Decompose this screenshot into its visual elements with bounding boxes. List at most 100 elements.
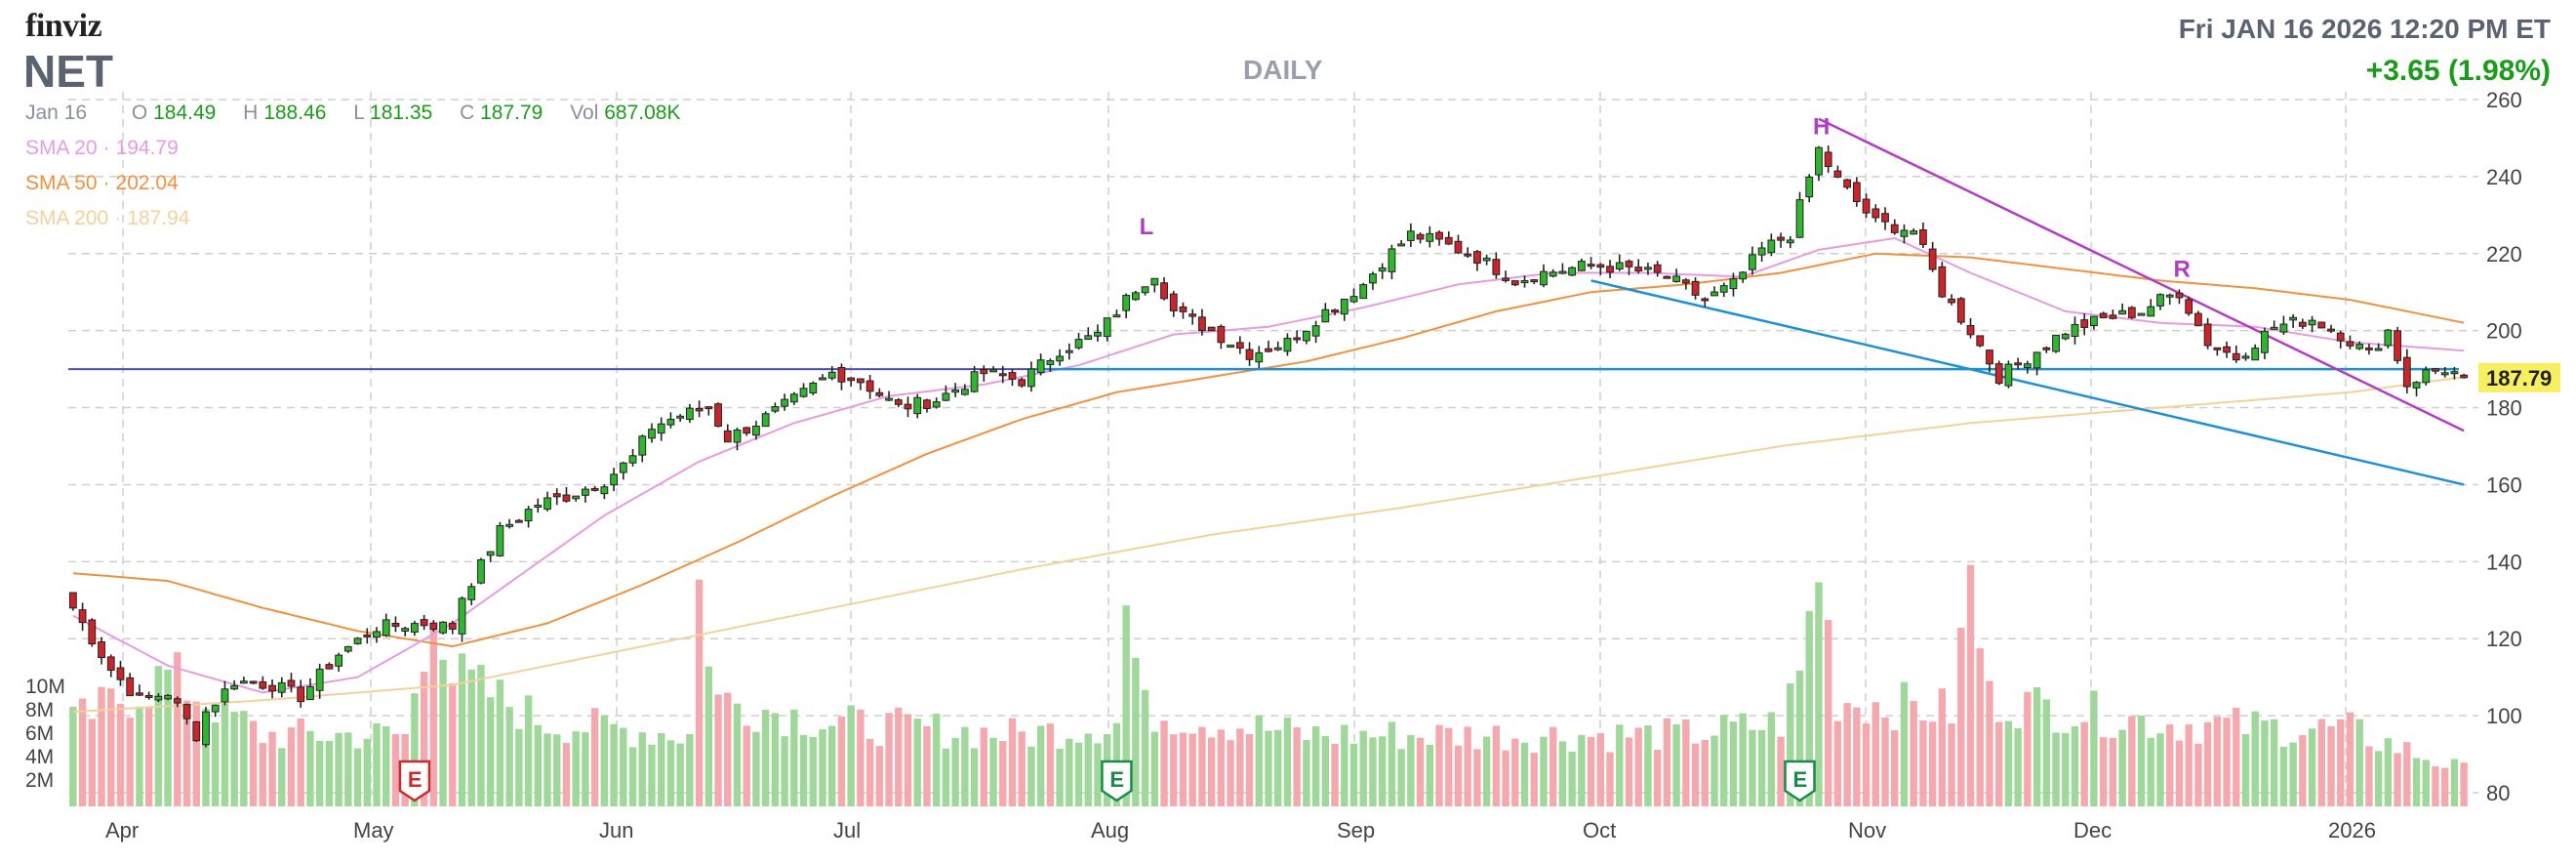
moving-averages [72,236,2465,714]
volume-bar [2327,725,2335,806]
candle-body [1160,282,1168,300]
candle-body [1729,278,1738,290]
volume-bar [2394,753,2401,806]
candle-body [781,398,789,407]
volume-bar [572,731,580,806]
volume-bar [1853,707,1861,806]
volume-bar [278,748,286,806]
earnings-label: E [1109,767,1124,792]
candle-body [486,551,495,556]
candle-body [1426,232,1434,242]
volume-bar [515,728,523,806]
candle-body [1492,259,1501,275]
volume-bar [1464,726,1471,806]
volume-bar [2450,759,2459,806]
candle-body [1795,199,1804,238]
sma50-legend[interactable]: SMA 50 · 202.04 [25,172,179,194]
candle-body [695,407,704,412]
volume-bar [2317,719,2325,806]
high-value: 188.46 [263,102,327,124]
volume-bar [467,669,475,806]
volume-bar [1653,750,1662,806]
volume-bar [913,719,921,806]
candle-body [467,586,476,600]
x-tick-label: Sep [1337,818,1375,842]
close-value: 187.79 [480,102,543,124]
volume-bar [771,713,780,806]
finviz-logo[interactable]: finviz [25,8,102,44]
candle-body [2289,316,2298,321]
low-value: 181.35 [370,102,433,124]
candle-body [1805,176,1814,198]
earnings-marker[interactable]: E [398,760,431,802]
volume-bar [88,719,97,806]
volume-bar [2365,746,2373,806]
volume-tick-label: 4M [25,746,54,768]
candle-body [582,488,589,496]
candle-body [789,393,798,403]
volume-bar [382,725,390,806]
candle-body [2071,323,2079,338]
candle-body [1331,309,1339,313]
candle-body [1577,261,1586,271]
volume-bar [942,748,950,806]
volume-bar [1616,724,1624,806]
volume-bar [420,672,428,806]
y-tick-label: 260 [2486,88,2522,112]
candle-body [1919,228,1927,245]
volume-bar [1179,732,1187,806]
volume-bar [373,722,381,806]
grid [68,92,2478,806]
volume-bar [2251,711,2259,806]
candle-body [439,621,447,634]
timeframe-label[interactable]: DAILY [1243,55,1323,85]
sma200-line [72,376,2465,714]
candle-body [401,628,410,632]
volume-bar [733,703,742,806]
volume-bar [2432,765,2439,806]
volume-bar [1757,729,1766,806]
volume-bar [1388,721,1396,806]
volume-bar [315,740,324,806]
candle-body [619,462,627,473]
sma20-legend[interactable]: SMA 20 · 194.79 [25,137,179,159]
candle-body [1321,308,1330,323]
candle-body [2298,321,2307,327]
volume-bar [582,732,589,806]
candle-body [1207,326,1216,332]
candle-body [2165,294,2174,298]
candle-body [2185,299,2194,314]
candle-body [1027,368,1035,388]
candle-body [1340,298,1348,315]
earnings-marker[interactable]: E [1101,760,1133,802]
earnings-marker[interactable]: E [1784,760,1816,802]
volume-bar [1795,670,1804,806]
y-tick-label: 240 [2486,165,2522,189]
candle-body [78,609,87,624]
volume-bar [1966,564,1975,806]
sma200-legend[interactable]: SMA 200 · 187.94 [25,207,190,229]
volume-bar [1160,720,1168,806]
candle-body [1757,247,1766,256]
volume-bar [1303,740,1310,806]
volume-bar [391,733,400,806]
candle-body [2156,294,2164,307]
candle-body [666,418,675,426]
volume-bar [1150,731,1159,806]
candle-body [1986,349,1993,365]
x-tick-label: May [353,818,394,842]
candle-body [1938,266,1947,298]
candle-body [2203,323,2212,347]
volume-bar [78,698,87,806]
volume-bar [1910,701,1917,806]
volume-bar [306,730,314,806]
y-tick-label: 220 [2486,242,2522,267]
candle-body [2137,312,2146,316]
candle-body [2402,356,2411,388]
volume-bar [2384,738,2393,806]
volume-bar [524,695,533,806]
volume-bar [2412,758,2421,806]
candle-body [1520,279,1529,283]
volume-bar [249,720,258,806]
